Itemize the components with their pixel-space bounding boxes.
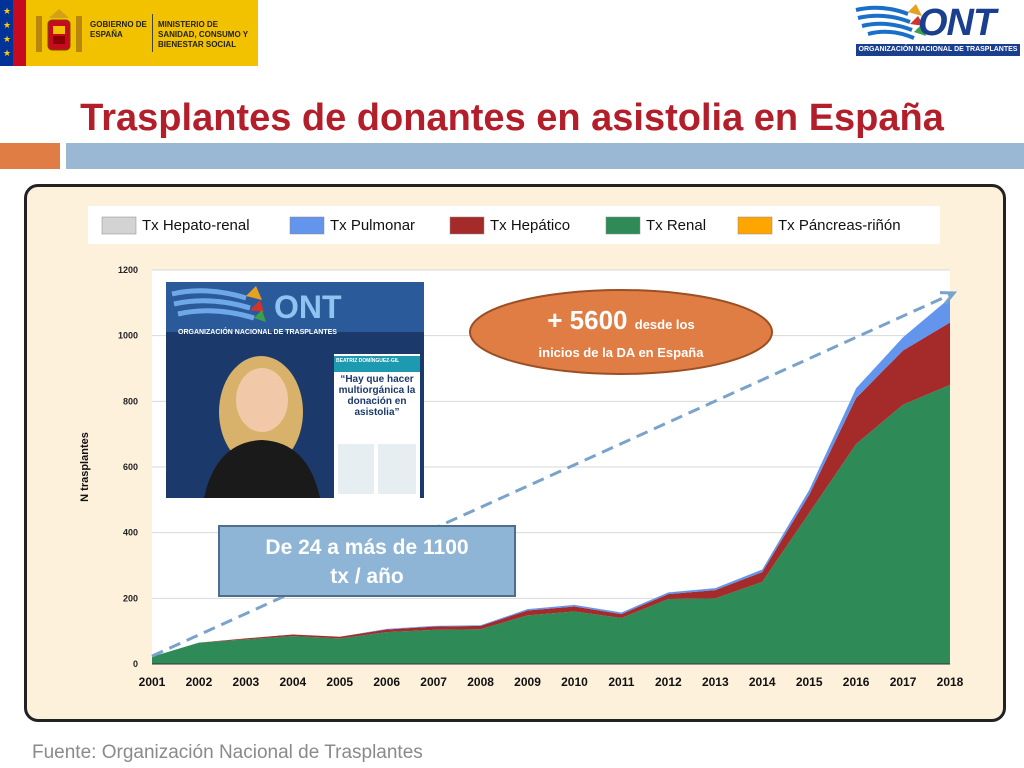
y-axis-label: N trasplantes (79, 432, 91, 502)
chart-areas (152, 297, 950, 664)
government-label: GOBIERNO DE ESPAÑA (90, 20, 147, 39)
trend-arrowhead-icon (939, 291, 958, 305)
x-tick-label: 2004 (279, 675, 306, 689)
y-tick-label: 200 (123, 593, 138, 603)
government-logo (0, 0, 258, 66)
y-tick-label: 1000 (118, 331, 138, 341)
legend-swatch (605, 216, 641, 235)
trend-arrow (151, 291, 958, 658)
callout-bubble-subtext: inicios de la DA en España (538, 345, 704, 360)
legend-box (88, 206, 940, 244)
x-tick-label: 2011 (608, 675, 634, 689)
y-tick-label: 600 (123, 462, 138, 472)
ministry-label: MINISTERIO DE SANIDAD, CONSUMO Y BIENEST… (158, 20, 248, 49)
legend-label: Tx Hepato-renal (142, 217, 250, 234)
x-tick-label: 2016 (843, 675, 870, 689)
title-underline-bar (66, 143, 1024, 169)
x-tick-label: 2002 (186, 675, 213, 689)
source-note: Fuente: Organización Nacional de Traspla… (32, 742, 423, 763)
x-tick-label: 2014 (749, 675, 776, 689)
x-tick-label: 2013 (702, 675, 729, 689)
legend-swatch (449, 216, 485, 235)
legend-label: Tx Pulmonar (330, 217, 415, 234)
ont-logo-text: ONT (918, 2, 996, 44)
x-tick-label: 2018 (937, 675, 964, 689)
legend-label: Tx Hepático (490, 217, 570, 234)
x-tick-label: 2005 (326, 675, 353, 689)
legend-swatch (101, 216, 137, 235)
x-tick-label: 2012 (655, 675, 682, 689)
x-tick-label: 2009 (514, 675, 541, 689)
callout-bubble-suffix: desde los (634, 317, 695, 332)
x-tick-label: 2010 (561, 675, 588, 689)
legend-label: Tx Páncreas-riñón (778, 217, 901, 234)
callout-box (218, 525, 516, 597)
page-title: Trasplantes de donantes en asistolia en … (80, 97, 944, 139)
title-accent-bar (0, 143, 60, 169)
chart-legend: Tx Hepato-renal Tx Pulmonar Tx Hepático Tx … (88, 206, 940, 244)
callout-bubble-value: + 5600 (547, 305, 628, 335)
y-tick-label: 800 (123, 396, 138, 406)
x-tick-label: 2003 (233, 675, 260, 689)
x-tick-label: 2007 (420, 675, 447, 689)
legend-swatch (737, 216, 773, 235)
inset-header-text: ORGANIZACIÓN NACIONAL DE TRASPLANTES (178, 327, 337, 336)
ont-logo-banner: ORGANIZACIÓN NACIONAL DE TRASPLANTES (856, 44, 1020, 56)
x-tick-label: 2006 (373, 675, 400, 689)
callout-box-line1: De 24 a más de 1100 (265, 536, 469, 559)
coat-of-arms-icon (36, 9, 82, 52)
svg-text:ONT: ONT (274, 289, 342, 325)
y-tick-label: 0 (133, 659, 138, 669)
magazine-cover-image: ONT ORGANIZACIÓN NACIONAL DE TRASPLANTES… (166, 282, 424, 498)
callout-bubble (469, 289, 773, 375)
chart-axes: 0 200 400 600 800 1000 1200 2001 2002 2003 2004 200… (79, 265, 964, 689)
callout-bubble-main: + 5600 desde los (468, 305, 774, 336)
inset-quote: “Hay que hacer multiorgánica la donación… (338, 374, 416, 418)
callout-box-line2: tx / año (330, 565, 404, 588)
series-area (152, 384, 950, 664)
y-tick-label: 400 (123, 528, 138, 538)
trend-line (151, 291, 955, 658)
x-tick-label: 2017 (890, 675, 917, 689)
x-tick-label: 2001 (139, 675, 166, 689)
legend-label: Tx Renal (646, 217, 706, 234)
y-tick-label: 1200 (118, 265, 138, 275)
ont-logo (855, 4, 926, 40)
legend-swatch (289, 216, 325, 235)
logo-divider (152, 14, 153, 52)
inset-name: BEATRIZ DOMÍNGUEZ-GIL (336, 356, 399, 364)
x-tick-label: 2015 (796, 675, 823, 689)
spain-flag-stripe (13, 0, 26, 66)
x-tick-label: 2008 (467, 675, 494, 689)
